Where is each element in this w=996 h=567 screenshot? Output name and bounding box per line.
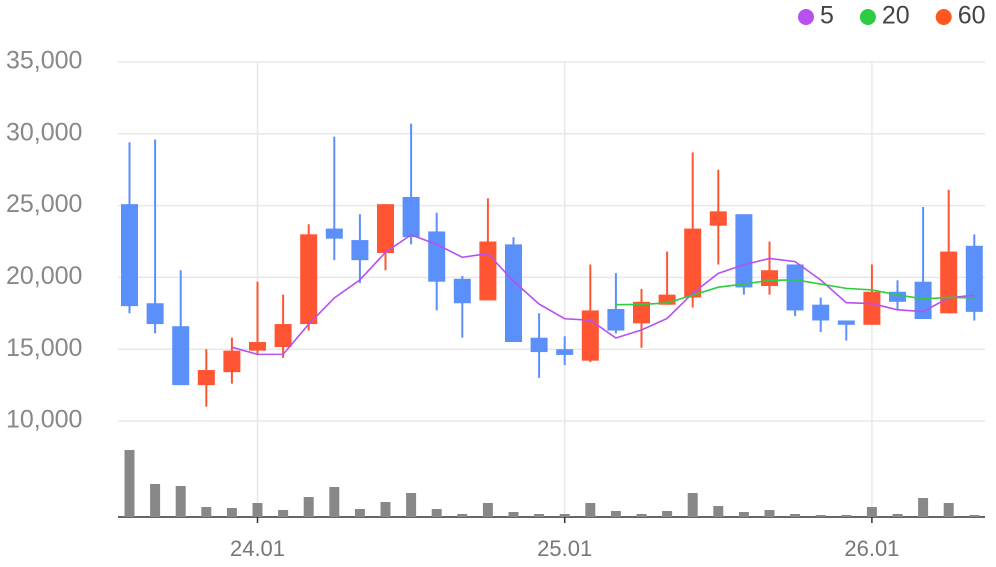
- volume-bar: [738, 512, 749, 517]
- volume-bar: [201, 507, 212, 517]
- candle-body: [965, 245, 983, 312]
- candle-body: [940, 251, 958, 314]
- candle-body: [402, 196, 420, 238]
- candle-body: [735, 214, 753, 288]
- volume-bar: [508, 512, 519, 517]
- candle-body: [761, 270, 778, 287]
- candle-body: [377, 204, 394, 253]
- volume-bar: [252, 503, 263, 517]
- candle-body: [684, 228, 702, 298]
- candle-body: [812, 304, 830, 321]
- legend-label: 60: [958, 2, 986, 30]
- candle-body: [914, 281, 932, 320]
- volume-bar: [815, 515, 826, 517]
- legend-marker: [798, 9, 814, 25]
- candle-body: [786, 264, 804, 311]
- y-tick-label: 35,000: [6, 47, 82, 75]
- candle-body: [607, 308, 625, 331]
- candle-body: [581, 310, 599, 361]
- candle-body: [863, 291, 881, 325]
- volume-bar: [918, 498, 929, 517]
- y-tick-label: 10,000: [6, 406, 82, 434]
- legend-label: 5: [820, 2, 834, 30]
- candle-body: [121, 204, 138, 307]
- x-tick-label: 25.01: [537, 536, 592, 561]
- volume-bar: [150, 484, 161, 517]
- legend-marker: [859, 9, 876, 25]
- candle-body: [837, 320, 855, 325]
- volume-bar: [790, 514, 801, 517]
- candle-body: [172, 326, 190, 386]
- volume-bar: [892, 514, 903, 517]
- volume-bar: [943, 503, 954, 517]
- volume-bar: [764, 510, 775, 517]
- volume-bar: [662, 511, 673, 517]
- volume-bar: [482, 503, 493, 517]
- candle-body: [709, 211, 727, 226]
- candle-body: [274, 324, 292, 348]
- volume-bar: [969, 515, 980, 517]
- candle-body: [325, 228, 343, 239]
- volume-bar: [687, 493, 698, 517]
- volume-bar: [124, 450, 135, 517]
- legend-marker: [935, 9, 952, 25]
- legend-label: 20: [882, 2, 910, 30]
- volume-bar: [278, 510, 289, 517]
- candle-body: [223, 350, 241, 373]
- x-tick-label: 26.01: [844, 536, 899, 561]
- volume-bar: [610, 511, 621, 517]
- candle-body: [530, 337, 548, 353]
- candle-body: [197, 370, 215, 386]
- volume-bar: [303, 497, 314, 517]
- y-tick-label: 25,000: [6, 190, 82, 218]
- ma-line: [615, 278, 975, 306]
- candle-body: [479, 241, 497, 301]
- volume-bar: [406, 493, 417, 517]
- volume-bar: [226, 508, 237, 517]
- volume-bar: [329, 487, 340, 517]
- volume-bar: [559, 514, 570, 517]
- candle-body: [505, 244, 522, 343]
- candle-body: [428, 231, 446, 282]
- candle-body: [453, 278, 471, 304]
- volume-bar: [636, 514, 647, 517]
- y-tick-label: 20,000: [6, 262, 82, 290]
- volume-bar: [713, 506, 724, 517]
- volume-bar: [380, 502, 391, 517]
- candle-body: [351, 240, 369, 261]
- candle-body: [556, 349, 574, 355]
- volume-bar: [841, 515, 852, 517]
- volume-bar: [354, 509, 365, 517]
- volume-bar: [866, 507, 877, 517]
- y-tick-label: 30,000: [6, 118, 82, 146]
- candle-body: [633, 301, 650, 324]
- volume-bar: [175, 486, 186, 517]
- candle-body: [249, 342, 266, 351]
- volume-bar: [534, 514, 545, 517]
- volume-bar: [431, 509, 442, 517]
- candle-body: [146, 303, 164, 325]
- candle-body: [658, 294, 676, 305]
- ma-line: [231, 234, 975, 356]
- volume-bar: [585, 503, 596, 517]
- x-tick-label: 24.01: [230, 536, 285, 561]
- volume-bar: [457, 514, 468, 517]
- candle-body: [300, 234, 318, 325]
- y-tick-label: 15,000: [6, 334, 82, 362]
- candle-body: [889, 291, 906, 302]
